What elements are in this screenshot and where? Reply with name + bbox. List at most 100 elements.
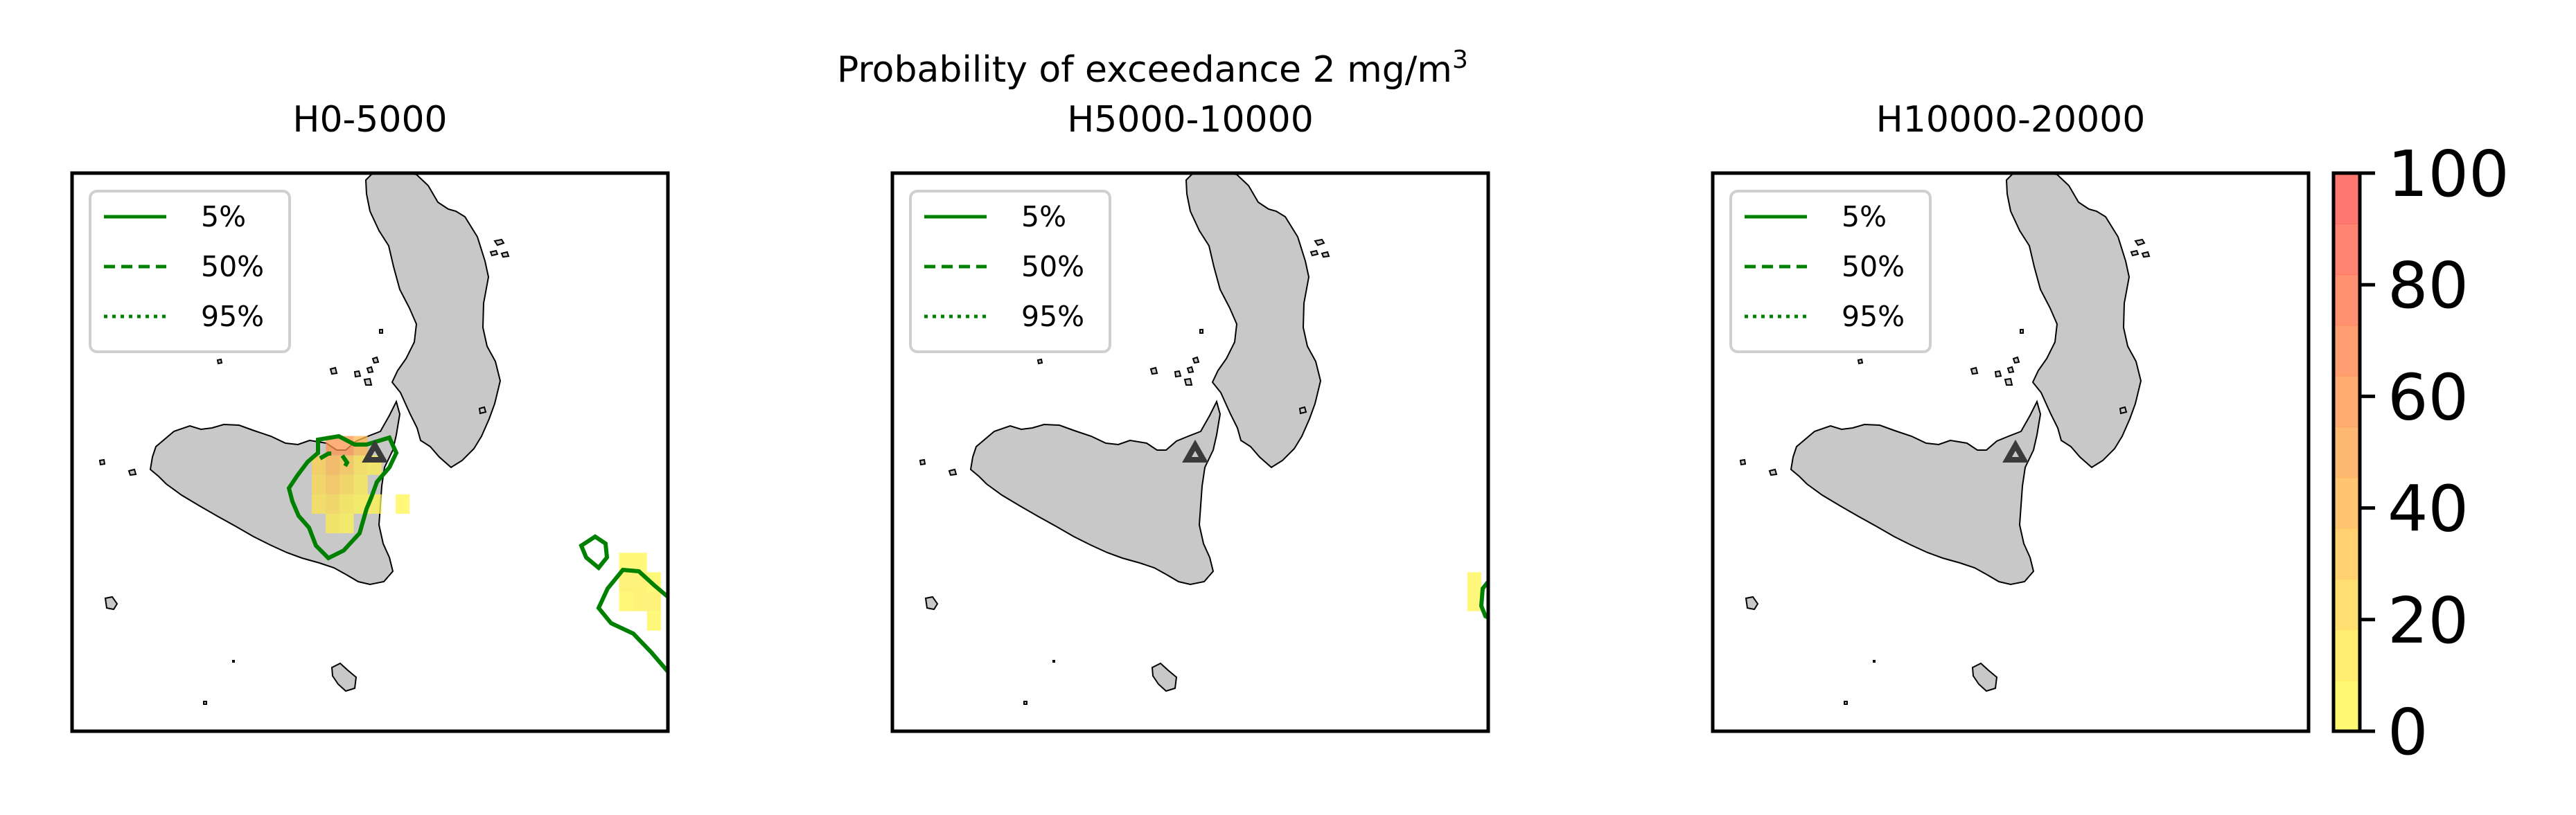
contour-5-percent [596,567,668,673]
tiny-island [478,406,487,415]
colorbar-level [2334,274,2360,326]
tiny-island [493,238,505,247]
probability-cell [633,591,647,611]
colorbar-tick-label: 100 [2388,137,2509,211]
legend-box [89,190,291,353]
probability-cell [326,455,340,475]
colorbar-levels [2334,173,2360,732]
aeolian-island [1183,377,1193,386]
legend-label-95: 95% [201,300,264,333]
legend-label-5: 5% [1842,200,1887,233]
map-frame [890,171,1490,733]
tiny-island [232,660,235,663]
malta-island [1151,662,1178,692]
probability-cell [312,474,326,494]
legend-label-50: 50% [1021,250,1084,283]
colorbar-level [2334,629,2360,681]
probability-cell [633,553,647,573]
legend-label-95: 95% [1842,300,1905,333]
panel-3: 5% 50% 95% [1711,171,2311,733]
colorbar-level [2334,376,2360,427]
malta-island [1971,662,1998,692]
aeolian-island [371,356,380,364]
colorbar-tick-label: 0 [2388,695,2428,769]
egadi-island [127,468,137,476]
contour-5-percent [286,433,399,561]
legend: 5% 50% 95% [1729,190,1932,353]
volcano-marker-triangle [362,439,388,463]
probability-cell [619,591,633,611]
probability-cell [1467,591,1481,611]
volcano-marker-triangle [2002,439,2029,463]
legend-label-95: 95% [1021,300,1084,333]
probability-cell [312,455,326,475]
aeolian-island [353,370,362,378]
aeolian-island [366,366,374,374]
legend-label-50: 50% [1842,250,1905,283]
legend-label-50: 50% [201,250,264,283]
probability-cell [646,591,661,611]
tiny-island [1314,238,1325,247]
probability-layer [1467,572,1481,611]
colorbar-level [2334,427,2360,478]
colorbar-level [2334,173,2360,224]
aeolian-island [1174,370,1182,378]
probability-cell [339,494,354,514]
aeolian-island [379,329,383,334]
aeolian-island [2006,366,2015,374]
tiny-island [1298,406,1307,415]
probability-cell [353,494,368,514]
colorbar-level [2334,528,2360,580]
aeolian-island [1994,370,2002,378]
probability-cell [326,436,340,456]
tiny-island [2119,406,2128,415]
probability-cell [646,611,661,631]
colorbar-level [2334,680,2360,732]
contour-5-percent [579,534,610,571]
volcano-marker-triangle [1182,439,1208,463]
colorbar-tick-label: 40 [2388,472,2469,546]
tiny-island [2130,249,2140,257]
colorbar-tick-label: 20 [2388,584,2469,658]
tiny-island [1873,660,1876,663]
colorbar-tick-label: 60 [2388,360,2469,434]
tiny-island [1023,701,1027,705]
sicily-landmass [149,400,401,586]
egadi-island [98,458,106,466]
legend: 5% 50% 95% [89,190,291,353]
probability-cell [353,474,368,494]
probability-cell [339,514,354,534]
pantelleria-island [1745,595,1759,611]
panel-1: 5% 50% 95% [70,171,670,733]
calabria-landmass [1185,173,1322,469]
probability-cell [619,553,633,573]
tiny-island [2134,238,2146,247]
panel-title: H0-5000 [292,99,447,141]
aeolian-island [1186,366,1194,374]
tiny-island [500,251,510,258]
map-frame [1711,171,2311,733]
calabria-landmass [364,173,502,469]
colorbar-ticks: 0 20 40 60 80 100 [2360,137,2509,769]
aeolian-island [2004,377,2013,386]
probability-cell [326,494,340,514]
aeolian-island [1970,366,1979,375]
legend-label-5: 5% [201,200,246,233]
sicily-landmass [1790,400,2042,586]
probability-cell [339,474,354,494]
tiny-island [1321,251,1330,258]
aeolian-island [363,377,373,386]
tiny-island [489,249,499,257]
colorbar-level [2334,325,2360,377]
egadi-island [1739,458,1747,466]
tiny-island [203,701,207,705]
legend-box [909,190,1111,353]
egadi-island [919,458,926,466]
tiny-island [1844,701,1848,705]
ustica-island [1857,358,1864,365]
aeolian-island [1192,356,1200,364]
pantelleria-island [924,595,939,611]
malta-island [330,662,358,692]
aeolian-island [1149,366,1158,375]
